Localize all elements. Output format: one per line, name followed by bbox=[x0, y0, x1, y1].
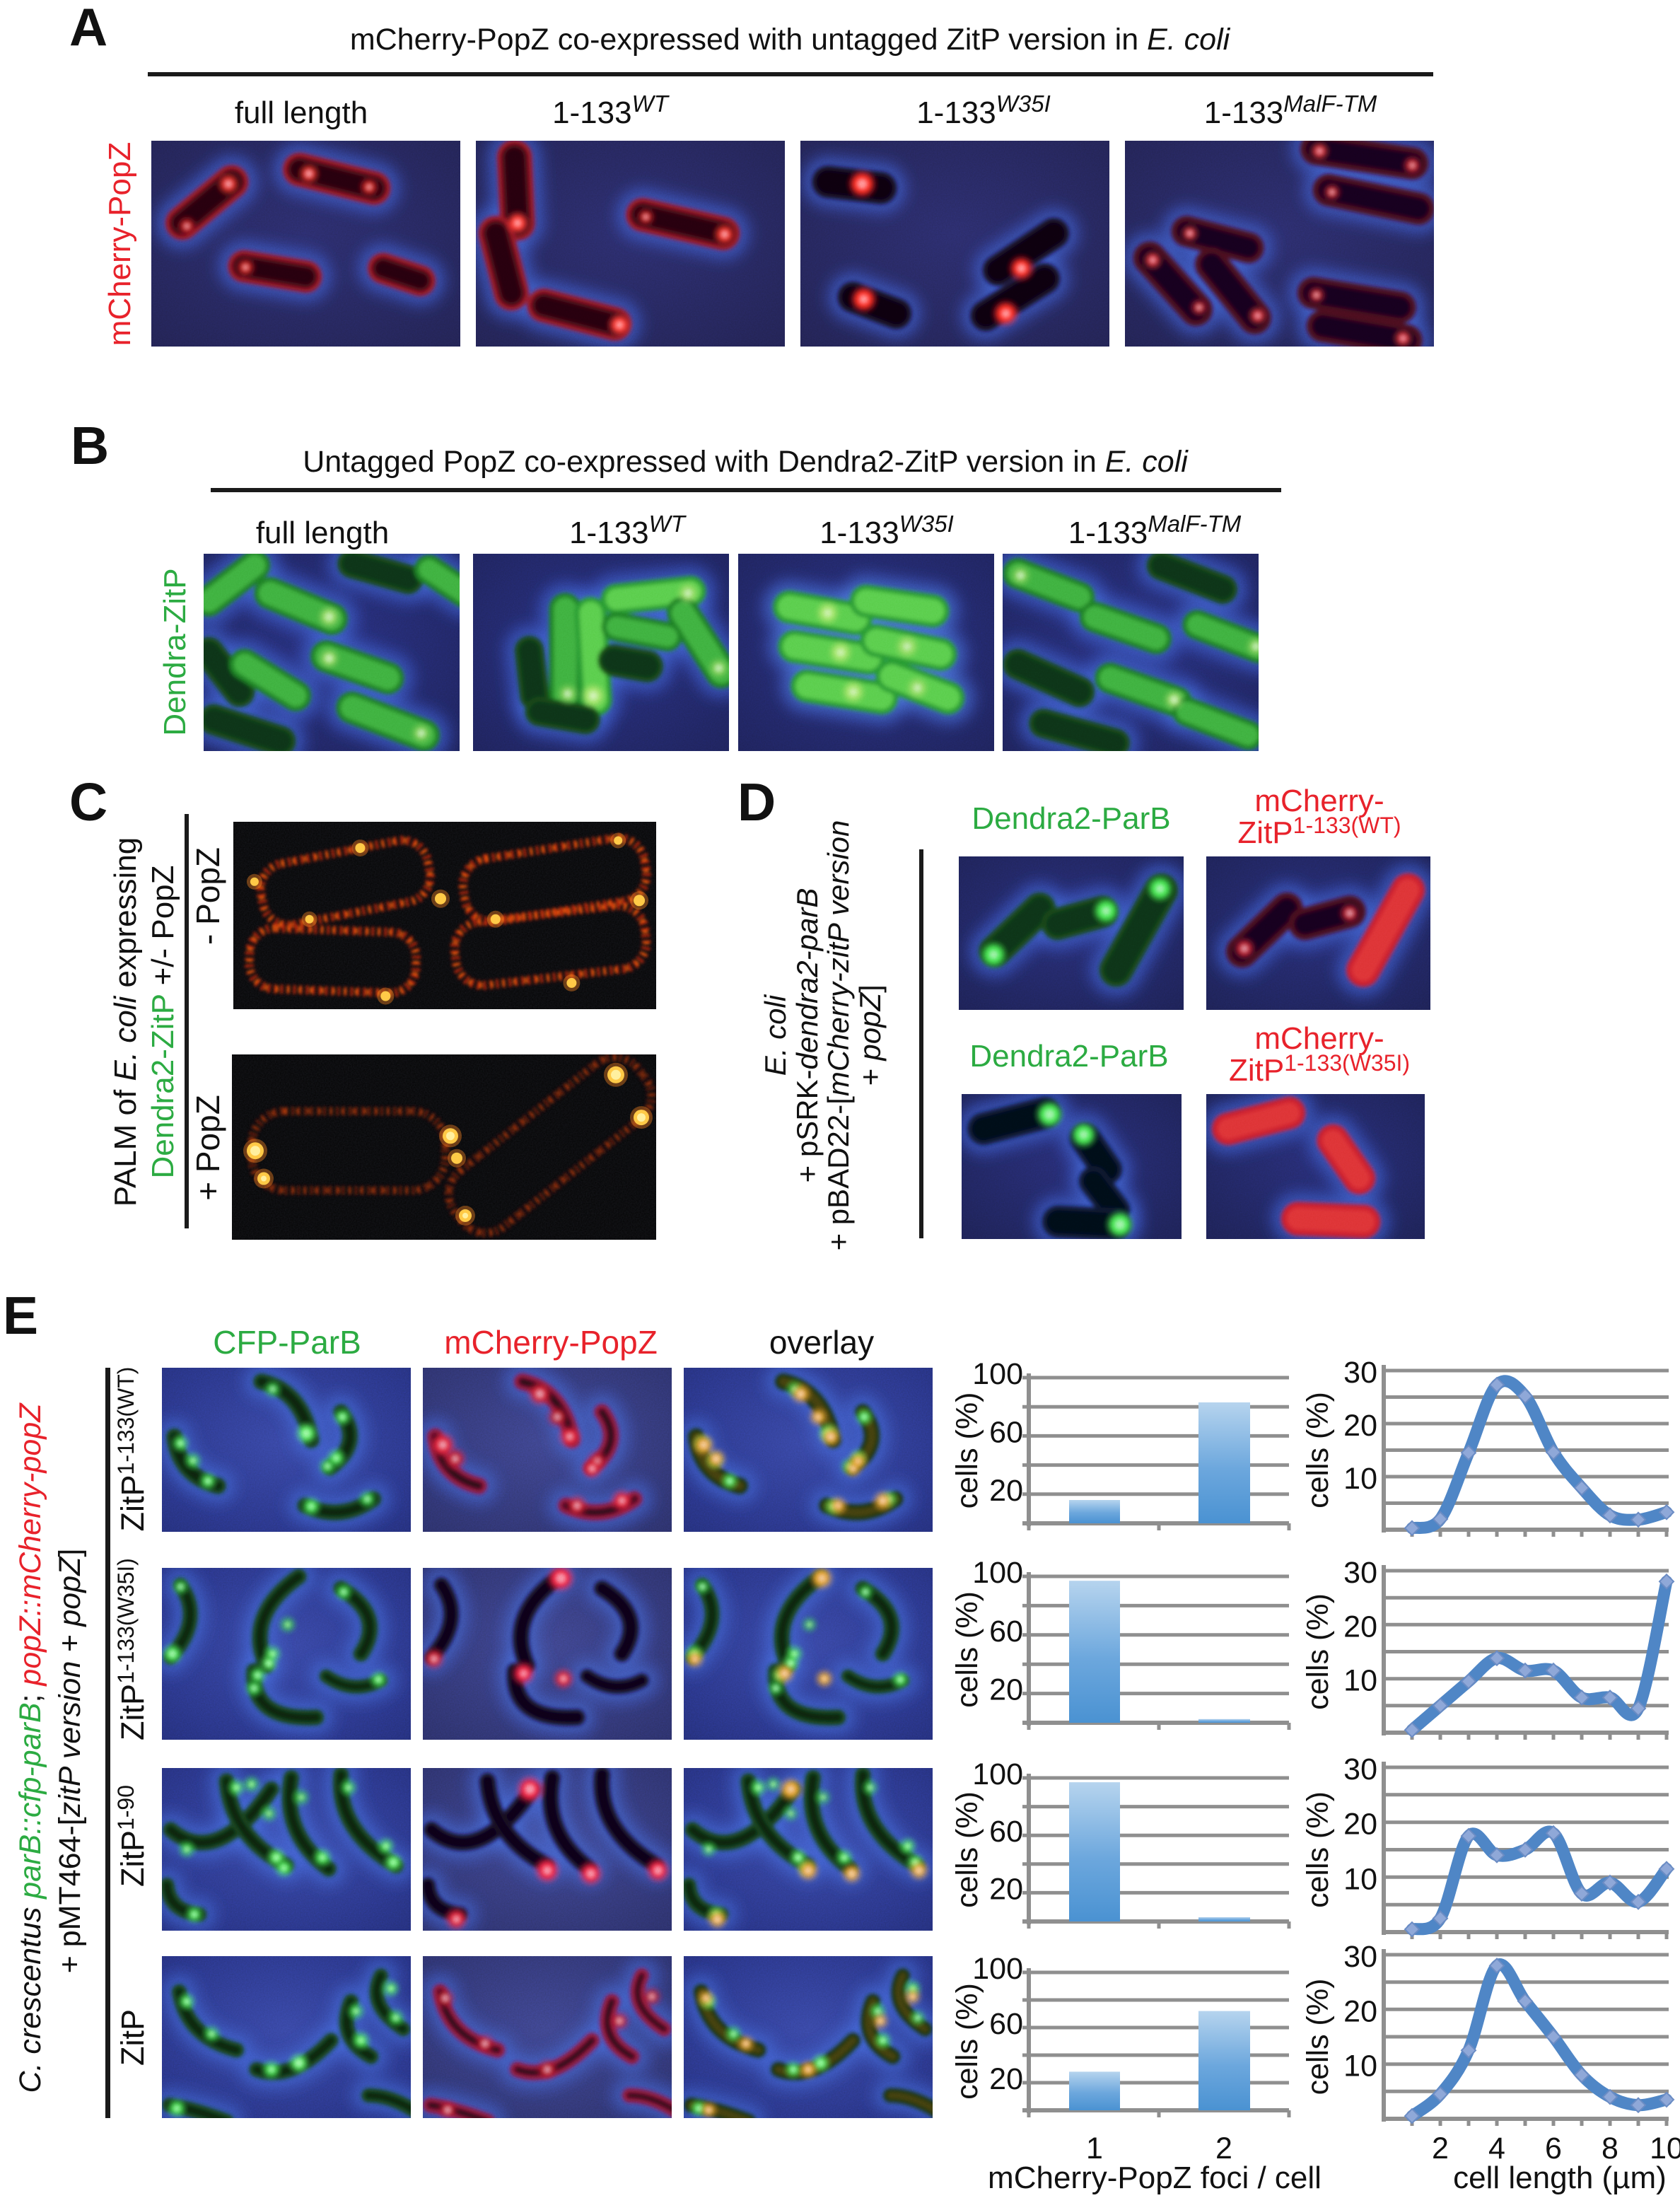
svg-text:20: 20 bbox=[1343, 1994, 1377, 2028]
svg-text:100: 100 bbox=[972, 1757, 1023, 1791]
svg-text:mCherry-PopZ foci / cell: mCherry-PopZ foci / cell bbox=[988, 2161, 1322, 2195]
svg-text:ZitP1-133(W35I): ZitP1-133(W35I) bbox=[1229, 1050, 1410, 1088]
svg-text:10: 10 bbox=[1343, 1664, 1377, 1698]
svg-text:C: C bbox=[69, 772, 107, 832]
svg-text:100: 100 bbox=[972, 1952, 1023, 1986]
svg-text:PALM of E. coli expressing: PALM of E. coli expressing bbox=[108, 837, 143, 1207]
svg-text:6: 6 bbox=[1545, 2132, 1562, 2165]
svg-text:+ pMT464-[zitP version + popZ]: + pMT464-[zitP version + popZ] bbox=[53, 1549, 87, 1974]
svg-text:B: B bbox=[71, 416, 109, 475]
svg-text:ZitP1-133(W35I): ZitP1-133(W35I) bbox=[113, 1558, 151, 1740]
svg-text:+ PopZ: + PopZ bbox=[189, 1095, 226, 1201]
svg-text:20: 20 bbox=[989, 1872, 1023, 1906]
svg-text:overlay: overlay bbox=[769, 1324, 874, 1361]
svg-text:1-133MalF-TM: 1-133MalF-TM bbox=[1068, 511, 1242, 550]
svg-text:60: 60 bbox=[989, 1815, 1023, 1849]
svg-text:full length: full length bbox=[235, 95, 368, 130]
svg-text:Untagged PopZ co-expressed wit: Untagged PopZ co-expressed with Dendra2-… bbox=[303, 445, 1189, 479]
svg-text:cells (%): cells (%) bbox=[950, 1392, 984, 1509]
svg-text:1-133MalF-TM: 1-133MalF-TM bbox=[1204, 91, 1377, 130]
svg-text:1-133W35I: 1-133W35I bbox=[819, 511, 954, 550]
svg-text:10: 10 bbox=[1343, 2049, 1377, 2083]
svg-text:4: 4 bbox=[1488, 2132, 1505, 2165]
svg-text:100: 100 bbox=[972, 1556, 1023, 1590]
svg-text:mCherry-: mCherry- bbox=[1254, 784, 1384, 818]
svg-text:30: 30 bbox=[1343, 1556, 1377, 1590]
svg-text:20: 20 bbox=[989, 2062, 1023, 2096]
svg-text:20: 20 bbox=[1343, 1409, 1377, 1443]
svg-text:Dendra2-ParB: Dendra2-ParB bbox=[972, 801, 1170, 836]
svg-text:1: 1 bbox=[1086, 2132, 1103, 2165]
svg-text:mCherry-PopZ co-expressed with: mCherry-PopZ co-expressed with untagged … bbox=[350, 23, 1231, 57]
svg-text:60: 60 bbox=[989, 1615, 1023, 1648]
svg-text:full length: full length bbox=[256, 516, 389, 550]
svg-text:60: 60 bbox=[989, 1415, 1023, 1449]
svg-text:ZitP1-133(WT): ZitP1-133(WT) bbox=[113, 1367, 151, 1532]
svg-text:Dendra2-ParB: Dendra2-ParB bbox=[969, 1039, 1168, 1074]
svg-text:mCherry-PopZ: mCherry-PopZ bbox=[103, 142, 137, 347]
svg-text:C. crescentus parB::cfp-parB;: C. crescentus parB::cfp-parB; popZ::mChe… bbox=[13, 1402, 47, 2093]
svg-text:20: 20 bbox=[989, 1474, 1023, 1508]
svg-text:+ popZ]: + popZ] bbox=[853, 984, 887, 1086]
svg-text:E: E bbox=[3, 1286, 38, 1345]
svg-text:+ pBAD22-[mCherry-zitP version: + pBAD22-[mCherry-zitP version bbox=[822, 820, 855, 1251]
svg-text:10: 10 bbox=[1343, 1862, 1377, 1896]
svg-text:cells (%): cells (%) bbox=[1301, 1392, 1335, 1508]
svg-text:30: 30 bbox=[1343, 1752, 1377, 1786]
svg-text:ZitP1-133(WT): ZitP1-133(WT) bbox=[1237, 813, 1401, 850]
svg-text:D: D bbox=[737, 772, 776, 832]
svg-text:cells (%): cells (%) bbox=[1301, 1791, 1335, 1908]
svg-text:mCherry-: mCherry- bbox=[1254, 1021, 1384, 1056]
svg-text:20: 20 bbox=[989, 1673, 1023, 1707]
svg-text:- PopZ: - PopZ bbox=[189, 847, 226, 945]
svg-text:cells (%): cells (%) bbox=[1301, 1979, 1335, 2095]
svg-text:cells (%): cells (%) bbox=[950, 1983, 984, 2100]
svg-text:Dendra-ZitP: Dendra-ZitP bbox=[158, 568, 192, 735]
svg-text:30: 30 bbox=[1343, 1356, 1377, 1390]
svg-text:1-133WT: 1-133WT bbox=[552, 91, 670, 130]
svg-text:cells (%): cells (%) bbox=[950, 1791, 984, 1908]
svg-text:cells (%): cells (%) bbox=[950, 1591, 984, 1708]
svg-text:8: 8 bbox=[1602, 2132, 1618, 2165]
svg-text:ZitP1-90: ZitP1-90 bbox=[113, 1785, 151, 1887]
svg-text:cells (%): cells (%) bbox=[1301, 1593, 1335, 1710]
svg-text:A: A bbox=[69, 0, 107, 57]
svg-text:ZitP: ZitP bbox=[115, 2009, 151, 2066]
svg-text:CFP-ParB: CFP-ParB bbox=[213, 1324, 361, 1361]
svg-text:E. coli: E. coli bbox=[759, 994, 792, 1076]
svg-text:cell length (µm): cell length (µm) bbox=[1453, 2161, 1667, 2195]
svg-text:20: 20 bbox=[1343, 1808, 1377, 1842]
svg-text:Dendra2-ZitP +/- PopZ: Dendra2-ZitP +/- PopZ bbox=[146, 865, 180, 1178]
svg-text:1-133W35I: 1-133W35I bbox=[916, 91, 1051, 130]
svg-text:10: 10 bbox=[1343, 1462, 1377, 1496]
svg-text:1-133WT: 1-133WT bbox=[569, 511, 687, 550]
svg-text:2: 2 bbox=[1432, 2132, 1449, 2165]
svg-text:2: 2 bbox=[1215, 2132, 1232, 2165]
svg-text:+ pSRK-dendra2-parB: + pSRK-dendra2-parB bbox=[791, 888, 824, 1183]
svg-text:20: 20 bbox=[1343, 1610, 1377, 1644]
svg-text:100: 100 bbox=[972, 1357, 1023, 1391]
svg-text:60: 60 bbox=[989, 2007, 1023, 2041]
svg-text:30: 30 bbox=[1343, 1940, 1377, 1974]
svg-text:10: 10 bbox=[1650, 2132, 1680, 2165]
svg-text:mCherry-PopZ: mCherry-PopZ bbox=[444, 1324, 658, 1361]
